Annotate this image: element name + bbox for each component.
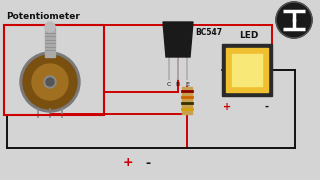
Circle shape <box>23 55 77 109</box>
Text: -: - <box>265 102 269 112</box>
Circle shape <box>20 52 80 112</box>
Text: E: E <box>185 82 189 87</box>
Text: C: C <box>167 82 171 87</box>
Circle shape <box>45 22 55 32</box>
Circle shape <box>32 64 68 100</box>
Text: LED: LED <box>239 31 259 40</box>
Bar <box>232 54 262 86</box>
Bar <box>182 87 192 114</box>
Bar <box>222 44 272 96</box>
Bar <box>4 25 104 115</box>
Text: B: B <box>176 82 180 87</box>
Text: +: + <box>123 156 133 170</box>
Text: +: + <box>223 102 231 112</box>
Bar <box>226 48 268 92</box>
Bar <box>45 27 55 57</box>
Polygon shape <box>163 22 193 57</box>
Text: BC547: BC547 <box>195 28 222 37</box>
Text: -: - <box>145 156 151 170</box>
Text: Potentiometer: Potentiometer <box>6 12 80 21</box>
Circle shape <box>276 2 312 38</box>
Circle shape <box>44 76 56 88</box>
Circle shape <box>46 78 54 86</box>
